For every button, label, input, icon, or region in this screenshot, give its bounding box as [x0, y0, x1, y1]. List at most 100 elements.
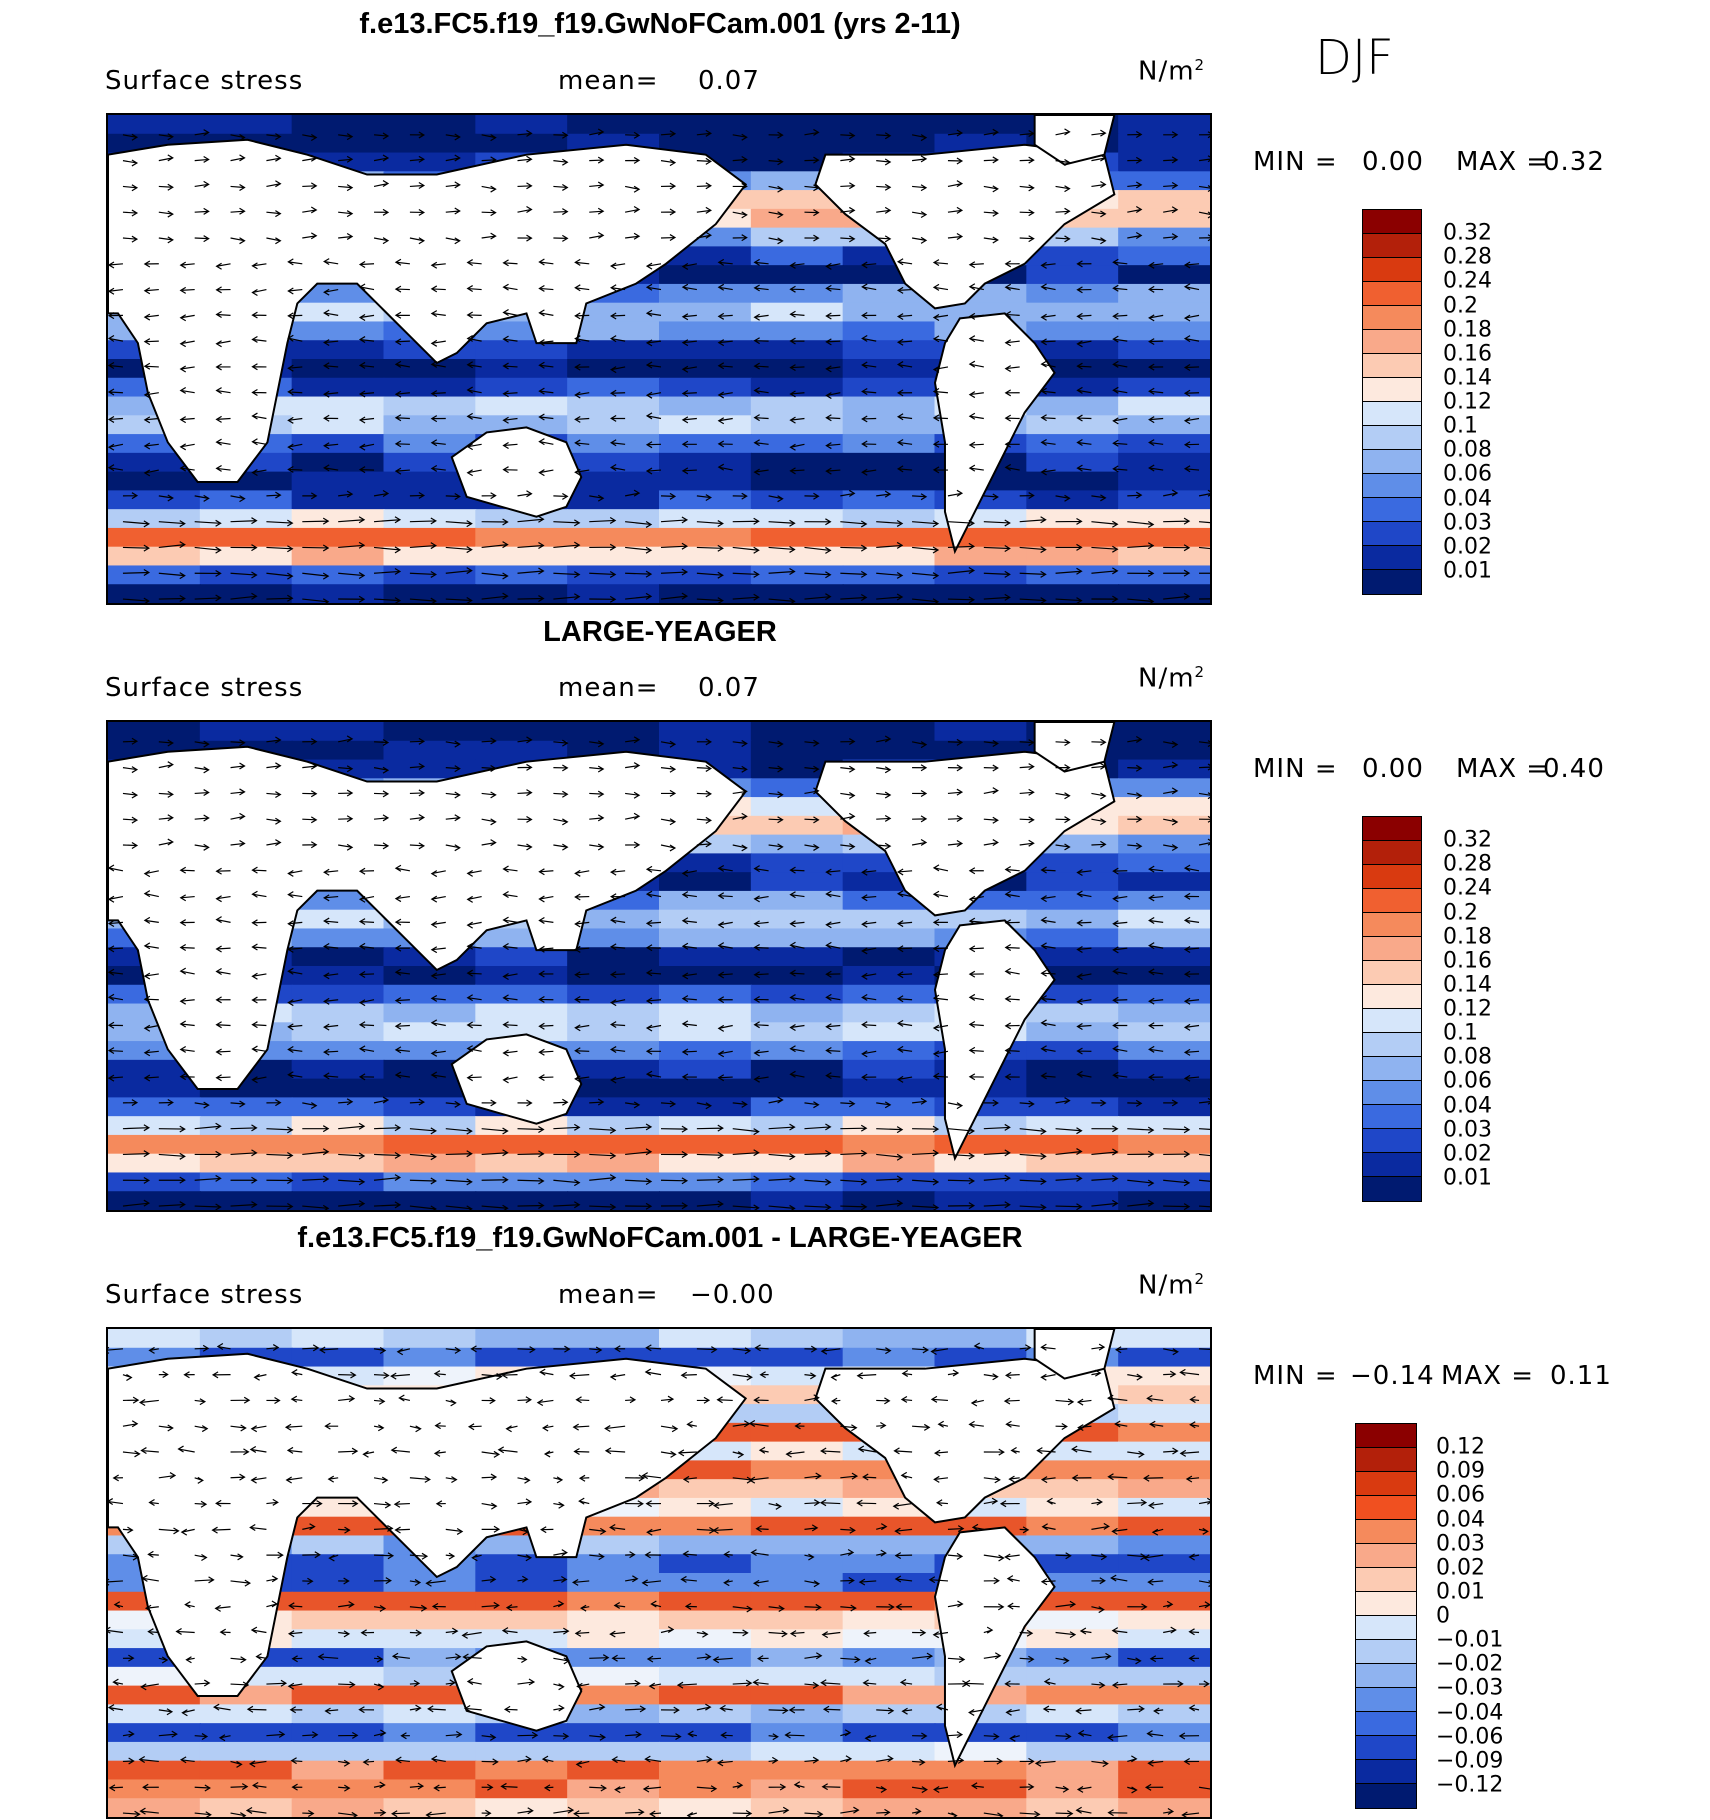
field-cell [567, 1059, 660, 1080]
wind-vector [338, 210, 354, 218]
wind-vector [466, 969, 482, 977]
field-cell [750, 1172, 844, 1193]
field-cell [383, 490, 477, 511]
wind-vector [1112, 465, 1128, 473]
wind-vector [825, 442, 841, 450]
wind-vector [219, 1628, 231, 1636]
wind-vector [789, 891, 805, 899]
wind-vector [1009, 1734, 1020, 1742]
wind-vector [1107, 1809, 1128, 1817]
wind-vector [138, 1399, 159, 1406]
colorbar-tick-label: 0.01 [1443, 1165, 1492, 1191]
wind-vector [932, 864, 949, 872]
field-cell [1026, 340, 1120, 360]
wind-vector [610, 868, 626, 876]
wind-vector [425, 1811, 446, 1817]
wind-vector [1040, 338, 1056, 346]
wind-vector [794, 1422, 805, 1430]
field-cell [108, 1116, 201, 1136]
field-cell [291, 1153, 385, 1174]
wind-vector [825, 414, 841, 422]
wind-vector [1127, 1373, 1143, 1381]
wind-vector [947, 1202, 976, 1210]
wind-vector [804, 1652, 823, 1660]
field-cell [108, 1685, 201, 1706]
wind-vector [625, 1202, 653, 1210]
wind-vector [660, 1626, 675, 1634]
wind-vector [194, 180, 210, 188]
field-cell [1118, 722, 1210, 742]
field-cell [108, 1329, 201, 1349]
wind-vector [696, 1630, 709, 1638]
wind-vector [538, 945, 554, 953]
field-cell [1118, 1153, 1210, 1174]
wind-vector [1148, 314, 1164, 322]
wind-vector [393, 1500, 410, 1508]
field-cell [750, 565, 844, 586]
wind-vector [1040, 360, 1056, 368]
wind-vector [1127, 1603, 1148, 1611]
wind-vector [252, 1781, 267, 1789]
wind-vector [122, 569, 151, 576]
continent-outline [108, 745, 748, 1090]
wind-vector [1198, 1580, 1210, 1588]
wind-vector [1077, 1729, 1092, 1737]
wind-vector [1040, 414, 1056, 422]
field-cell [291, 452, 385, 473]
wind-vector [1148, 865, 1164, 873]
wind-vector [768, 1502, 782, 1510]
wind-vector [251, 363, 267, 371]
wind-vector [983, 1577, 1000, 1585]
wind-vector [230, 812, 246, 820]
wind-vector [861, 972, 877, 980]
field-cell [383, 722, 477, 742]
wind-vector [553, 818, 569, 826]
wind-vector [338, 1630, 351, 1638]
wind-vector [1004, 995, 1020, 1003]
wind-vector [394, 285, 410, 293]
wind-vector [338, 1447, 359, 1455]
wind-vector [158, 1370, 169, 1378]
wind-vector [1055, 1552, 1072, 1560]
wind-vector [362, 1758, 375, 1766]
field-cell [750, 1329, 844, 1349]
wind-vector [968, 261, 984, 269]
wind-vector [373, 154, 390, 162]
wind-vector [862, 1473, 877, 1481]
wind-vector [1076, 1785, 1092, 1793]
wind-vector [1055, 843, 1071, 851]
wind-vector [589, 790, 605, 798]
wind-vector [1114, 1346, 1128, 1354]
colorbar-swatch [1363, 889, 1421, 913]
field-cell [1118, 246, 1210, 267]
wind-vector [481, 134, 497, 142]
wind-vector [287, 364, 303, 372]
wind-vector [876, 1523, 888, 1531]
wind-vector [696, 544, 724, 552]
wind-vector [732, 1204, 760, 1210]
wind-vector [589, 1733, 607, 1741]
wind-vector [789, 337, 805, 345]
field-cell [1118, 1404, 1210, 1424]
wind-vector [430, 310, 446, 318]
wind-vector [804, 546, 832, 554]
wind-vector [360, 1629, 375, 1637]
wind-vector [194, 519, 222, 527]
wind-vector [179, 1073, 195, 1081]
wind-vector [896, 258, 913, 266]
wind-vector [1199, 1680, 1210, 1688]
field-cell [750, 509, 844, 529]
field-cell [934, 1153, 1028, 1174]
wind-vector [181, 1709, 195, 1717]
field-cell [475, 1779, 569, 1800]
wind-vector [1163, 206, 1179, 214]
wind-vector [143, 942, 159, 950]
wind-vector [753, 284, 769, 292]
wind-vector [1004, 283, 1020, 291]
wind-vector [538, 284, 554, 292]
wind-vector [194, 1679, 211, 1687]
season-label: DJF [1315, 30, 1394, 86]
wind-vector [1163, 544, 1191, 552]
field-cell [750, 966, 844, 986]
wind-vector [466, 1021, 482, 1029]
